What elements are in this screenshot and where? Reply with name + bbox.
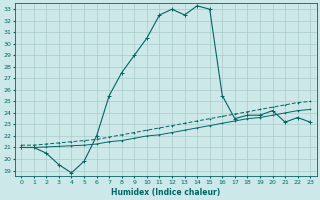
- X-axis label: Humidex (Indice chaleur): Humidex (Indice chaleur): [111, 188, 220, 197]
